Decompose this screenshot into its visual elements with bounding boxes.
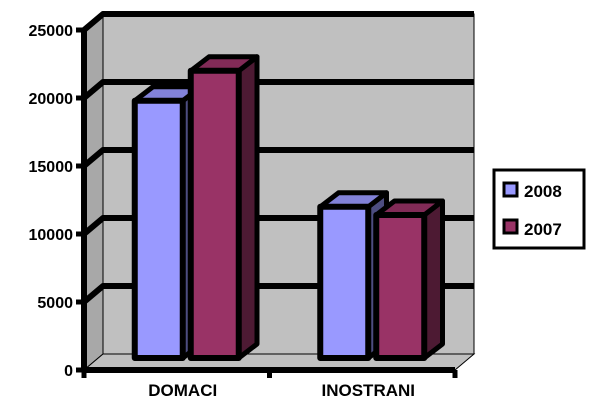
bar-front bbox=[373, 211, 428, 361]
y-tick-label-15000: 15000 bbox=[29, 159, 74, 176]
legend: 2008 2007 bbox=[492, 168, 586, 250]
bar-2007-inostrani bbox=[373, 198, 445, 361]
legend-swatch-2008 bbox=[502, 181, 519, 198]
bar-2007-domaci bbox=[187, 54, 260, 362]
x-category-label-domaci: DOMACI bbox=[148, 381, 217, 399]
y-tick-label-25000: 25000 bbox=[29, 23, 74, 40]
gridline-15000 bbox=[82, 147, 474, 169]
bar-front bbox=[131, 97, 186, 361]
x-category-label-inostrani: INOSTRANI bbox=[322, 381, 416, 399]
y-tick-label-10000: 10000 bbox=[29, 227, 74, 244]
bars bbox=[131, 54, 445, 362]
bar-front bbox=[317, 203, 372, 361]
bar-front bbox=[187, 67, 242, 362]
y-tick-label-20000: 20000 bbox=[29, 91, 74, 108]
gridline-20000 bbox=[82, 79, 474, 101]
y-tick-labels: 0 5000 10000 15000 20000 25000 bbox=[29, 23, 74, 380]
legend-label-2008: 2008 bbox=[524, 182, 562, 201]
legend-swatch-2007 bbox=[502, 218, 519, 235]
y-tick-label-5000: 5000 bbox=[37, 295, 73, 312]
axes bbox=[76, 27, 458, 378]
y-tick-label-0: 0 bbox=[64, 363, 73, 380]
gridline-25000 bbox=[82, 11, 474, 33]
legend-label-2007: 2007 bbox=[524, 220, 562, 239]
x-category-labels: DOMACI INOSTRANI bbox=[148, 381, 415, 399]
